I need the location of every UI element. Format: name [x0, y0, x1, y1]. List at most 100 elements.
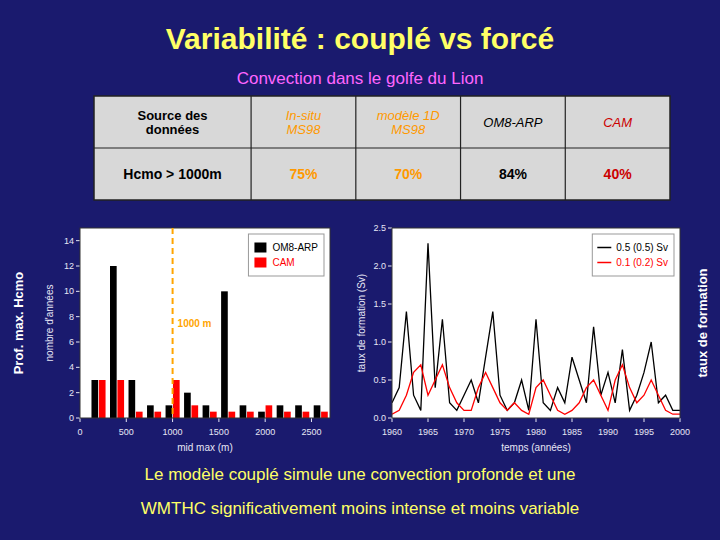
bar: [136, 412, 143, 418]
bar: [110, 266, 117, 418]
bar: [247, 412, 254, 418]
bar: [173, 380, 180, 418]
legend: OM8-ARPCAM: [248, 234, 324, 276]
table-row-divider: [94, 147, 670, 148]
x-tick-label: 1000: [163, 427, 183, 437]
bar: [184, 393, 191, 418]
y-tick-label: 2: [69, 388, 74, 398]
bar: [191, 405, 198, 418]
y-tick-label: 2.0: [373, 261, 386, 271]
bar: [321, 412, 328, 418]
plot-frame: [392, 228, 680, 418]
y-tick-label: 0: [69, 413, 74, 423]
x-tick-label: 1995: [634, 427, 654, 437]
y-tick: [388, 380, 392, 381]
plot-frame: [80, 228, 330, 418]
bar: [99, 380, 106, 418]
x-axis-label: mid max (m): [177, 442, 233, 453]
x-tick: [644, 418, 645, 422]
table-cell: 40%: [604, 166, 633, 182]
bar: [221, 291, 228, 418]
y-tick-label: 8: [69, 312, 74, 322]
subtitle: Convection dans le golfe du Lion: [237, 69, 484, 88]
x-tick: [608, 418, 609, 422]
bar: [314, 405, 321, 418]
bar: [295, 405, 302, 418]
x-tick-label: 0: [77, 427, 82, 437]
legend: 0.5 (0.5) Sv 0.1 (0.2) Sv: [592, 234, 674, 276]
y-tick: [76, 342, 80, 343]
table-header: Source desdonnées: [137, 107, 207, 137]
plot-background: [80, 228, 330, 418]
table-header: modèle 1DMS98: [377, 107, 440, 137]
legend-label: OM8-ARP: [272, 242, 318, 253]
legend-swatch: [254, 258, 266, 268]
legend-swatch: [597, 247, 611, 249]
table-row-label: Hcmo > 1000m: [123, 166, 221, 182]
y-axis-label: taux de formation (Sv): [356, 274, 367, 372]
bar: [154, 412, 161, 418]
y-tick-label: 1.0: [373, 337, 386, 347]
bar: [284, 412, 291, 418]
outer-label: taux de formation: [695, 268, 710, 377]
x-tick-label: 2000: [255, 427, 275, 437]
legend-label: 0.1 (0.2) Sv: [616, 257, 668, 268]
table-background: [94, 96, 670, 200]
x-tick: [536, 418, 537, 422]
bar: [147, 405, 154, 418]
legend-swatch: [597, 262, 611, 264]
table-cell: 70%: [394, 166, 423, 182]
y-tick: [388, 266, 392, 267]
table-cell: 75%: [289, 166, 318, 182]
legend-background: [592, 234, 674, 276]
x-tick: [265, 418, 266, 422]
bar: [229, 412, 236, 418]
x-tick-label: 500: [119, 427, 134, 437]
reference-line: [172, 228, 174, 418]
legend-swatch: [254, 243, 266, 253]
y-tick: [76, 418, 80, 419]
y-tick-label: 14: [64, 236, 74, 246]
y-tick: [388, 228, 392, 229]
table-cell: 84%: [499, 166, 528, 182]
y-tick: [76, 367, 80, 368]
y-tick-label: 6: [69, 337, 74, 347]
y-tick-label: 0.5: [373, 375, 386, 385]
x-tick: [126, 418, 127, 422]
y-tick: [76, 392, 80, 393]
x-tick: [311, 418, 312, 422]
annotation: WMTHC significativement moins intense et…: [141, 499, 579, 518]
line-chart: 1960196519701975198019851990199520000.00…: [356, 223, 710, 453]
x-tick: [428, 418, 429, 422]
table: Source desdonnées In-situMS98 modèle 1DMS9…: [94, 96, 670, 200]
legend-background: [248, 234, 324, 276]
x-tick-label: 2500: [301, 427, 321, 437]
y-tick: [388, 418, 392, 419]
legend-label: 0.5 (0.5) Sv: [616, 242, 668, 253]
slide: Variabilité : couplé vs forcéConvection …: [0, 0, 720, 540]
x-tick-label: 1990: [598, 427, 618, 437]
y-tick: [76, 316, 80, 317]
y-tick: [76, 291, 80, 292]
text-line: In-situ: [286, 107, 321, 122]
y-tick: [388, 304, 392, 305]
outer-label: Prof. max. Hcmo: [11, 272, 26, 375]
x-tick: [500, 418, 501, 422]
bar: [91, 380, 98, 418]
y-tick-label: 0.0: [373, 413, 386, 423]
x-tick-label: 1500: [209, 427, 229, 437]
bar: [117, 380, 124, 418]
bar-chart: 0500100015002000250002468101214mid max (…: [11, 228, 331, 453]
x-tick-label: 1970: [454, 427, 474, 437]
reference-label: 1000 m: [178, 318, 212, 329]
x-tick: [80, 418, 81, 422]
x-tick: [464, 418, 465, 422]
y-tick-label: 2.5: [373, 223, 386, 233]
table-header: In-situMS98: [286, 107, 321, 137]
y-axis-label: nombre d'années: [44, 285, 55, 362]
bar: [266, 405, 273, 418]
bar: [303, 412, 310, 418]
x-tick-label: 2000: [670, 427, 690, 437]
x-axis-label: temps (années): [501, 442, 570, 453]
x-tick-label: 1965: [418, 427, 438, 437]
